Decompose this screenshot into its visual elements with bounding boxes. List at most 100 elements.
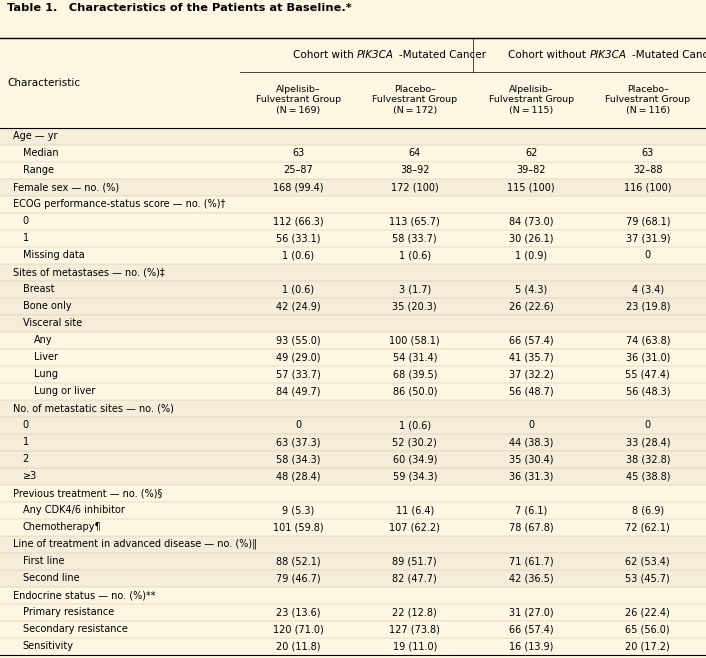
Text: 93 (55.0): 93 (55.0) (276, 335, 321, 345)
Text: Visceral site: Visceral site (23, 318, 82, 328)
Text: -Mutated Cancer: -Mutated Cancer (632, 49, 706, 60)
Text: 120 (71.0): 120 (71.0) (273, 624, 323, 634)
Text: 26 (22.4): 26 (22.4) (626, 607, 670, 617)
Text: 64: 64 (409, 148, 421, 158)
Bar (0, 603, 706, 620)
Text: 58 (34.3): 58 (34.3) (276, 454, 321, 464)
Text: 1 (0.6): 1 (0.6) (399, 420, 431, 430)
Bar (0, 451, 706, 468)
Text: 37 (32.2): 37 (32.2) (509, 369, 554, 379)
Text: 3 (1.7): 3 (1.7) (399, 284, 431, 294)
Bar (0, 536, 706, 553)
Bar (0, 349, 706, 366)
Text: 78 (67.8): 78 (67.8) (509, 522, 554, 532)
Text: Any: Any (34, 335, 52, 345)
Bar (0, 587, 706, 603)
Text: 4 (3.4): 4 (3.4) (632, 284, 664, 294)
Text: 56 (33.1): 56 (33.1) (276, 233, 321, 243)
Text: 79 (46.7): 79 (46.7) (276, 573, 321, 583)
Text: 44 (38.3): 44 (38.3) (509, 437, 554, 447)
Text: 30 (26.1): 30 (26.1) (509, 233, 554, 243)
Text: 49 (29.0): 49 (29.0) (276, 352, 321, 362)
Text: 35 (30.4): 35 (30.4) (509, 454, 554, 464)
Text: 63: 63 (292, 148, 304, 158)
Text: Missing data: Missing data (23, 250, 84, 260)
Text: 62: 62 (525, 148, 537, 158)
Bar (0, 315, 706, 332)
Text: 71 (61.7): 71 (61.7) (509, 556, 554, 566)
Text: 0: 0 (645, 420, 651, 430)
Text: 82 (47.7): 82 (47.7) (393, 573, 437, 583)
Text: Chemotherapy¶: Chemotherapy¶ (23, 522, 101, 532)
Text: 66 (57.4): 66 (57.4) (509, 624, 554, 634)
Text: 101 (59.8): 101 (59.8) (273, 522, 323, 532)
Text: 1: 1 (23, 437, 29, 447)
Text: 63 (37.3): 63 (37.3) (276, 437, 321, 447)
Text: 112 (66.3): 112 (66.3) (273, 216, 323, 226)
Text: 79 (68.1): 79 (68.1) (626, 216, 670, 226)
Text: 9 (5.3): 9 (5.3) (282, 505, 314, 515)
Text: 0: 0 (528, 420, 534, 430)
Text: Breast: Breast (23, 284, 54, 294)
Bar (0, 145, 706, 162)
Text: 88 (52.1): 88 (52.1) (276, 556, 321, 566)
Text: Liver: Liver (34, 352, 58, 362)
Bar (0, 264, 706, 281)
Text: Female sex — no. (%): Female sex — no. (%) (13, 182, 119, 192)
Text: Alpelisib–
Fulvestrant Group
(N = 169): Alpelisib– Fulvestrant Group (N = 169) (256, 85, 341, 114)
Text: 0: 0 (645, 250, 651, 260)
Text: Cohort without: Cohort without (508, 49, 590, 60)
Text: Range: Range (23, 165, 54, 175)
Text: 65 (56.0): 65 (56.0) (626, 624, 670, 634)
Text: 35 (20.3): 35 (20.3) (393, 301, 437, 311)
Text: Table 1. Characteristics of the Patients at Baseline.*: Table 1. Characteristics of the Patients… (7, 3, 352, 13)
Text: 72 (62.1): 72 (62.1) (626, 522, 670, 532)
Text: 2: 2 (23, 454, 29, 464)
Text: 168 (99.4): 168 (99.4) (273, 182, 323, 192)
Text: 107 (62.2): 107 (62.2) (389, 522, 441, 532)
Text: 5 (4.3): 5 (4.3) (515, 284, 547, 294)
Text: 74 (63.8): 74 (63.8) (626, 335, 670, 345)
Text: 127 (73.8): 127 (73.8) (389, 624, 441, 634)
Text: 8 (6.9): 8 (6.9) (632, 505, 664, 515)
Text: Age — yr: Age — yr (13, 131, 57, 141)
Text: Bone only: Bone only (23, 301, 71, 311)
Text: 59 (34.3): 59 (34.3) (393, 471, 437, 481)
Text: 66 (57.4): 66 (57.4) (509, 335, 554, 345)
Text: 45 (38.8): 45 (38.8) (626, 471, 670, 481)
Text: 116 (100): 116 (100) (624, 182, 671, 192)
Text: No. of metastatic sites — no. (%): No. of metastatic sites — no. (%) (13, 403, 174, 413)
Text: PIK3CA: PIK3CA (590, 49, 626, 60)
Text: 52 (30.2): 52 (30.2) (393, 437, 437, 447)
Bar (0, 434, 706, 451)
Text: 86 (50.0): 86 (50.0) (393, 386, 437, 396)
Text: Placebo–
Fulvestrant Group
(N = 172): Placebo– Fulvestrant Group (N = 172) (372, 85, 457, 114)
Bar (0, 128, 706, 145)
Text: 39–82: 39–82 (517, 165, 546, 175)
Bar (0, 485, 706, 501)
Text: ≥3: ≥3 (23, 471, 37, 481)
Text: PIK3CA: PIK3CA (357, 49, 393, 60)
Text: 1 (0.6): 1 (0.6) (399, 250, 431, 260)
Text: Placebo–
Fulvestrant Group
(N = 116): Placebo– Fulvestrant Group (N = 116) (605, 85, 690, 114)
Text: 23 (13.6): 23 (13.6) (276, 607, 321, 617)
Bar (0, 332, 706, 349)
Text: 60 (34.9): 60 (34.9) (393, 454, 437, 464)
Text: Sites of metastases — no. (%)‡: Sites of metastases — no. (%)‡ (13, 267, 164, 277)
Bar (0, 519, 706, 536)
Text: 1 (0.6): 1 (0.6) (282, 284, 314, 294)
Bar (0, 501, 706, 519)
Text: 63: 63 (642, 148, 654, 158)
Text: 41 (35.7): 41 (35.7) (509, 352, 554, 362)
Text: 16 (13.9): 16 (13.9) (509, 641, 554, 651)
Text: -Mutated Cancer: -Mutated Cancer (399, 49, 486, 60)
Bar (0, 417, 706, 434)
Text: 115 (100): 115 (100) (508, 182, 555, 192)
Bar (0, 195, 706, 213)
Text: 19 (11.0): 19 (11.0) (393, 641, 437, 651)
Text: 37 (31.9): 37 (31.9) (626, 233, 670, 243)
Text: 20 (11.8): 20 (11.8) (276, 641, 321, 651)
Text: 36 (31.0): 36 (31.0) (626, 352, 670, 362)
Text: 11 (6.4): 11 (6.4) (395, 505, 434, 515)
Bar (0, 468, 706, 485)
